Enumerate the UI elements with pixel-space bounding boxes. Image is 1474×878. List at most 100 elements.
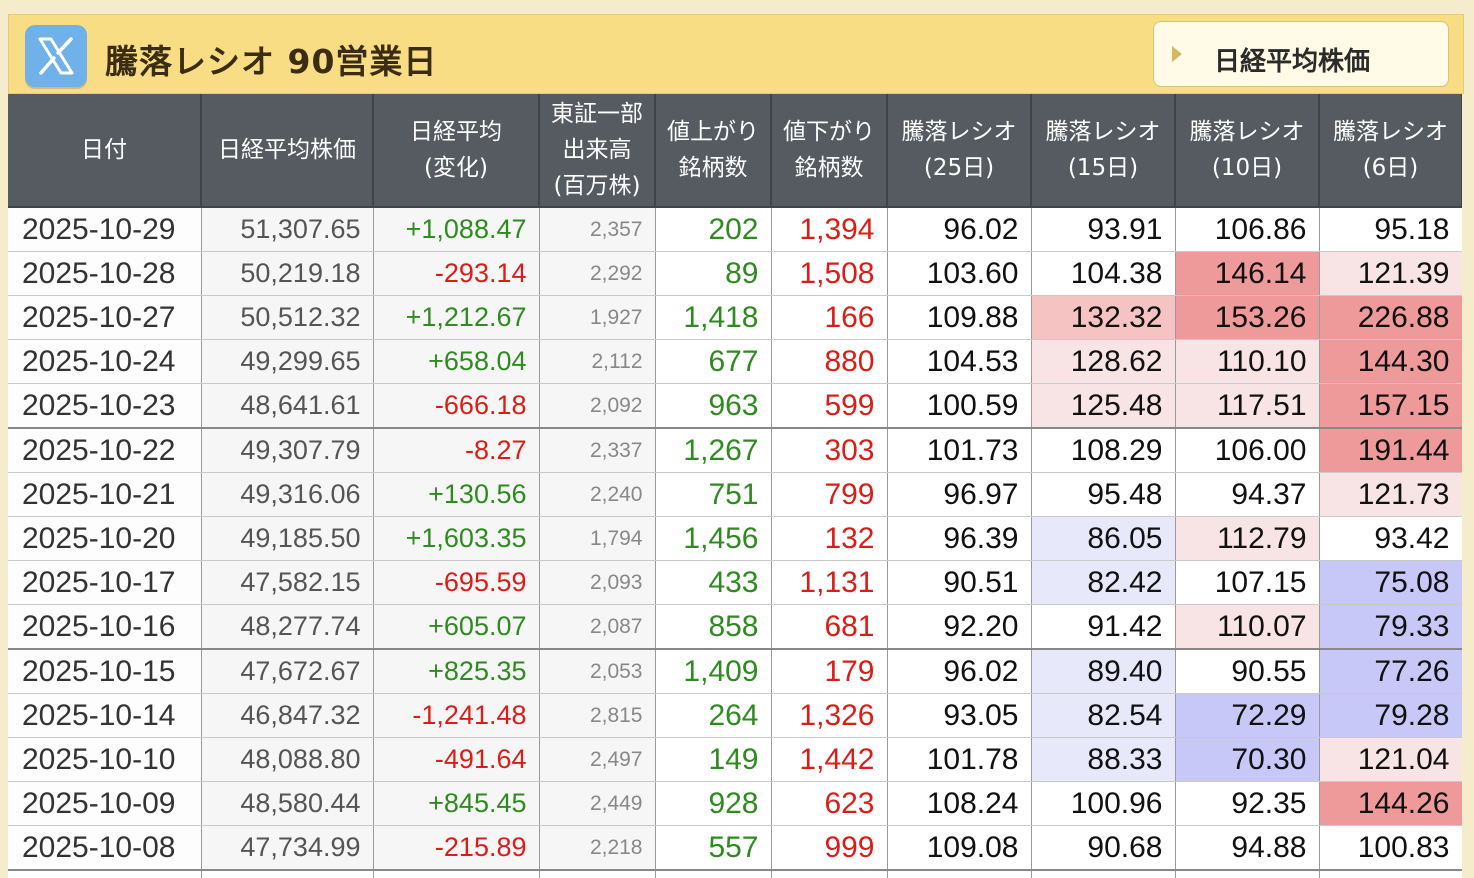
cell-volume: 2,112 [539,339,656,384]
cell-volume: 2,053 [539,649,656,694]
table-container[interactable]: 日付 日経平均株価 日経平均 (変化) 東証一部 出来高 (百万株) 値上がり 銘柄数 値下がり銘… [8,94,1462,878]
cell-volume: 1,927 [539,295,656,340]
cell-change: -215.89 [373,825,540,871]
cell-r6: 144.26 [1319,781,1462,826]
table-row: 2025-10-27 50,512.32 +1,212.67 1,927 1,418 16… [8,295,1462,340]
table-row: 2025-10-08 47,734.99 -215.89 2,218 557 999 109… [8,825,1462,871]
cell-nikkei: 50,512.32 [201,295,374,340]
cell-date: 2025-10-16 [8,604,202,650]
cell-nikkei: 46,847.32 [201,693,374,738]
cell-declines: 1,508 [771,251,888,296]
cell-r10: 72.29 [1175,693,1320,738]
table-row: 2025-10-21 49,316.06 +130.56 2,240 751 799 96.… [8,472,1462,517]
column-header-line: (10日) [1211,155,1283,181]
cell-date: 2025-10-22 [8,428,202,473]
cell-volume: 2,357 [539,207,656,252]
cell-nikkei: 47,582.15 [201,560,374,605]
table-header-row: 日付 日経平均株価 日経平均 (変化) 東証一部 出来高 (百万株) 値上がり 銘柄数 値下がり銘… [8,94,1462,208]
cell-advances: 264 [655,693,772,738]
cell-declines: 999 [771,825,888,871]
cell-advances: 858 [655,604,772,650]
cell-nikkei: 51,307.65 [201,207,374,252]
cell-date: 2025-10-20 [8,516,202,561]
cell-r10: 106.86 [1175,207,1320,252]
cell-date: 2025-10-28 [8,251,202,296]
cell-declines: 179 [771,649,888,694]
cell-empty [1175,870,1320,878]
cell-r6: 75.08 [1319,560,1462,605]
cell-r25: 96.39 [887,516,1032,561]
cell-r6: 121.39 [1319,251,1462,296]
column-header-advances: 値上がり 銘柄数 [655,94,772,208]
cell-r6: 157.15 [1319,383,1462,429]
table-row: 2025-10-28 50,219.18 -293.14 2,292 89 1,508 10… [8,251,1462,296]
cell-r25: 93.05 [887,693,1032,738]
cell-r25: 104.53 [887,339,1032,384]
column-header-volume: 東証一部 出来高 (百万株) [539,94,656,208]
cell-r10: 110.10 [1175,339,1320,384]
cell-r25: 92.20 [887,604,1032,650]
cell-r6: 93.42 [1319,516,1462,561]
cell-r10: 107.15 [1175,560,1320,605]
cell-r25: 100.59 [887,383,1032,429]
cell-change: -695.59 [373,560,540,605]
cell-nikkei: 47,672.67 [201,649,374,694]
cell-r10: 112.79 [1175,516,1320,561]
column-header-line: 銘柄数 [678,155,748,181]
cell-advances: 1,456 [655,516,772,561]
cell-r10: 92.35 [1175,781,1320,826]
cell-declines: 1,442 [771,737,888,782]
title-bar: 騰落レシオ 90営業日 日経平均株価 [8,14,1464,94]
cell-nikkei: 50,219.18 [201,251,374,296]
cell-date: 2025-10-08 [8,825,202,871]
cell-declines: 132 [771,516,888,561]
column-header-line: 出来高 [562,137,632,163]
cell-volume: 2,092 [539,383,656,429]
table-row: 2025-10-15 47,672.67 +825.35 2,053 1,409 179 9… [8,649,1462,694]
cell-r25: 109.88 [887,295,1032,340]
table-row: 2025-10-09 48,580.44 +845.45 2,449 928 623 108… [8,781,1462,826]
cell-nikkei: 48,641.61 [201,383,374,429]
cell-date: 2025-10-15 [8,649,202,694]
column-header-line: 騰落レシオ [1189,119,1305,145]
cell-r10: 146.14 [1175,251,1320,296]
cell-r25: 96.02 [887,649,1032,694]
cell-volume: 2,218 [539,825,656,871]
cell-change: +825.35 [373,649,540,694]
column-header-line: 日付 [81,137,127,163]
cell-declines: 681 [771,604,888,650]
cell-advances: 433 [655,560,772,605]
cell-change: -1,241.48 [373,693,540,738]
cell-declines: 623 [771,781,888,826]
cell-advances: 928 [655,781,772,826]
cell-declines: 1,326 [771,693,888,738]
column-header-r25: 騰落レシオ (25日) [887,94,1032,208]
cell-date: 2025-10-23 [8,383,202,429]
cell-nikkei: 47,734.99 [201,825,374,871]
nikkei-average-nav-button[interactable]: 日経平均株価 [1153,21,1449,87]
cell-r25: 109.08 [887,825,1032,871]
x-share-button[interactable] [25,25,87,87]
cell-advances: 1,418 [655,295,772,340]
column-header-line: 騰落レシオ [1045,119,1161,145]
cell-date: 2025-10-27 [8,295,202,340]
nav-button-label: 日経平均株価 [1214,47,1371,77]
cell-r10: 153.26 [1175,295,1320,340]
table-row: 2025-10-22 49,307.79 -8.27 2,337 1,267 303 101… [8,428,1462,473]
column-header-line: (6日) [1362,155,1419,181]
cell-empty [655,870,772,878]
cell-advances: 751 [655,472,772,517]
cell-r15: 90.68 [1031,825,1176,871]
column-header-nikkei: 日経平均株価 [201,94,374,208]
cell-change: +1,603.35 [373,516,540,561]
cell-r15: 82.54 [1031,693,1176,738]
column-header-line: 値下がり [783,119,875,145]
cell-empty [771,870,888,878]
cell-r15: 93.91 [1031,207,1176,252]
cell-change: +658.04 [373,339,540,384]
cell-advances: 202 [655,207,772,252]
cell-volume: 2,497 [539,737,656,782]
cell-change: -8.27 [373,428,540,473]
column-header-r6: 騰落レシオ (6日) [1319,94,1462,208]
cell-nikkei: 49,316.06 [201,472,374,517]
